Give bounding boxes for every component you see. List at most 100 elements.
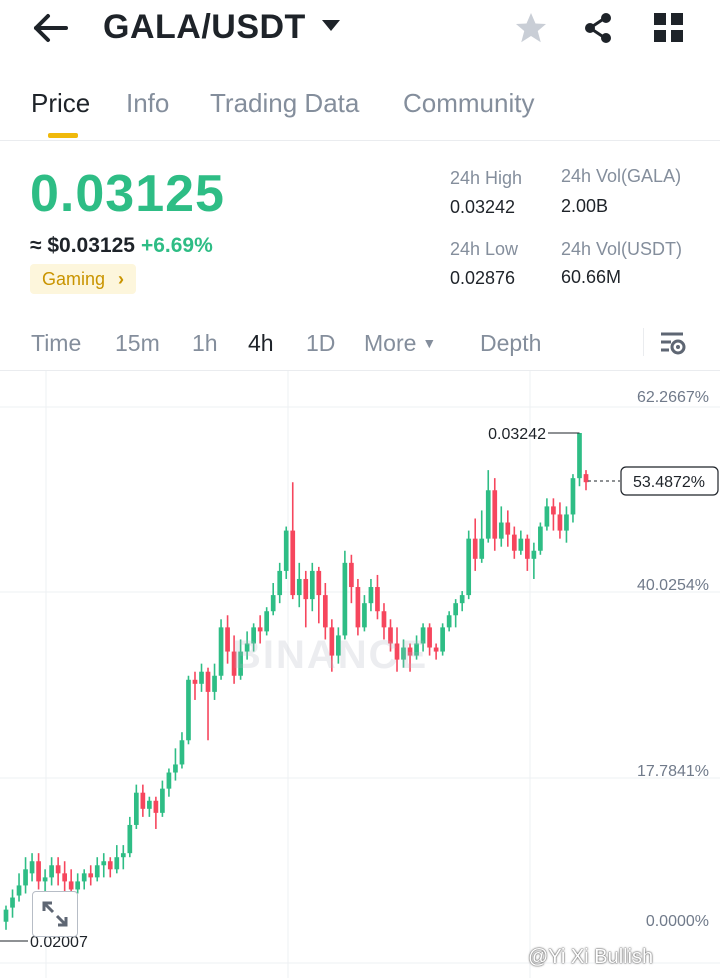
last-price: 0.03125 bbox=[30, 165, 225, 223]
candlestick-chart[interactable]: 62.2667% 40.0254% 17.7841% 0.0000% 0.03242 0.… bbox=[0, 370, 720, 978]
candle-body bbox=[199, 671, 204, 684]
candle-body bbox=[394, 643, 400, 660]
candle-body bbox=[570, 478, 576, 515]
candle-body bbox=[264, 611, 270, 632]
candle-body bbox=[329, 627, 335, 656]
low-marker-label: 0.02007 bbox=[30, 934, 88, 951]
interval-time[interactable]: Time bbox=[31, 330, 82, 356]
candle-body bbox=[147, 800, 152, 809]
candle-body bbox=[427, 627, 432, 648]
watermark: BINANCE bbox=[232, 633, 429, 677]
candle-body bbox=[238, 651, 243, 676]
interval-1d[interactable]: 1D bbox=[306, 330, 336, 356]
tab-info[interactable]: Info bbox=[126, 88, 170, 118]
change-percent: +6.69% bbox=[140, 234, 213, 257]
top-bar: GALA/USDT bbox=[0, 0, 720, 60]
stat-high-value: 0.03242 bbox=[450, 197, 516, 217]
candle-body bbox=[407, 647, 413, 656]
candle-body bbox=[459, 595, 465, 604]
candle-body bbox=[518, 538, 524, 551]
more-caret-icon: ▼ bbox=[422, 335, 437, 351]
candle-body bbox=[309, 570, 315, 600]
candle-body bbox=[16, 885, 22, 896]
chart-canvas: 62.2667% 40.0254% 17.7841% 0.0000% 0.03242 0.… bbox=[0, 371, 720, 978]
candle-body bbox=[173, 764, 178, 773]
candle-body bbox=[525, 538, 530, 559]
candle-body bbox=[186, 679, 191, 741]
candle-body bbox=[231, 651, 237, 676]
favorite-star-icon[interactable] bbox=[512, 10, 550, 46]
candle-body bbox=[388, 627, 393, 644]
candle-body bbox=[303, 578, 309, 600]
candle-body bbox=[277, 570, 283, 596]
candle-body bbox=[446, 615, 452, 628]
y-axis-label: 62.2667% bbox=[637, 389, 709, 406]
candle-body bbox=[114, 857, 120, 870]
back-arrow-icon[interactable] bbox=[30, 10, 70, 46]
tab-price[interactable]: Price bbox=[31, 88, 91, 118]
stat-vol-gala-value: 2.00B bbox=[561, 196, 609, 216]
fullscreen-button[interactable] bbox=[32, 891, 78, 937]
interval-15m[interactable]: 15m bbox=[115, 330, 160, 356]
grid-menu-icon[interactable] bbox=[652, 11, 686, 45]
candle-body bbox=[179, 740, 185, 765]
candle-body bbox=[160, 788, 165, 813]
candle-body bbox=[577, 433, 582, 479]
candle-body bbox=[479, 538, 485, 559]
candle-body bbox=[225, 627, 230, 652]
interval-more[interactable]: More ▼ bbox=[364, 330, 436, 357]
y-axis-label: 0.0000% bbox=[646, 913, 709, 930]
candle-body bbox=[538, 526, 543, 551]
candle-body bbox=[257, 627, 263, 632]
candle-body bbox=[401, 647, 406, 660]
chart-interval-tabs: Time 15m 1h 4h 1D More ▼ Depth bbox=[0, 322, 720, 366]
category-tag-label: Gaming bbox=[42, 269, 106, 289]
pair-title[interactable]: GALA/USDT bbox=[103, 8, 306, 46]
current-price-label: 53.4872% bbox=[633, 474, 705, 491]
candle-body bbox=[212, 675, 217, 692]
candle-body bbox=[153, 800, 159, 813]
candle-body bbox=[355, 587, 361, 628]
active-tab-indicator bbox=[48, 133, 78, 138]
chart-settings-icon[interactable] bbox=[659, 326, 687, 360]
candle-body bbox=[544, 506, 550, 527]
high-marker-label: 0.03242 bbox=[488, 426, 546, 443]
expand-arrows-icon bbox=[42, 901, 68, 927]
candle-body bbox=[283, 530, 289, 571]
candle-body bbox=[68, 881, 74, 890]
candle-body bbox=[453, 603, 459, 616]
candle-body bbox=[557, 514, 563, 531]
candle-body bbox=[49, 865, 54, 878]
tab-depth[interactable]: Depth bbox=[480, 330, 542, 356]
main-tabs: Price Info Trading Data Community bbox=[0, 82, 720, 141]
candle-body bbox=[420, 627, 426, 644]
candle-body bbox=[36, 861, 41, 882]
y-axis-label: 40.0254% bbox=[637, 577, 709, 594]
candle-body bbox=[133, 792, 139, 825]
tab-community[interactable]: Community bbox=[403, 88, 535, 118]
share-icon[interactable] bbox=[580, 10, 616, 46]
y-axis-label: 17.7841% bbox=[637, 763, 709, 780]
candle-body bbox=[551, 506, 556, 515]
candle-body bbox=[342, 562, 348, 636]
interval-1h[interactable]: 1h bbox=[192, 330, 218, 356]
stat-high-label: 24h High bbox=[450, 168, 523, 188]
category-tag[interactable]: Gaming › bbox=[30, 264, 137, 294]
candle-body bbox=[55, 865, 61, 874]
tab-trading-data[interactable]: Trading Data bbox=[210, 88, 360, 118]
candle-body bbox=[505, 522, 511, 535]
candle-body bbox=[101, 861, 107, 866]
chevron-right-icon: › bbox=[118, 269, 125, 289]
candle-body bbox=[42, 877, 48, 882]
candle-body bbox=[472, 538, 478, 559]
candle-body bbox=[107, 861, 113, 870]
candle-body bbox=[10, 897, 15, 908]
candle-body bbox=[362, 603, 367, 628]
candle-body bbox=[498, 522, 504, 539]
candle-body bbox=[322, 595, 328, 628]
candle-body bbox=[62, 873, 67, 882]
candle-body bbox=[205, 671, 211, 692]
interval-4h[interactable]: 4h bbox=[248, 330, 274, 356]
image-credit-watermark: @Yi Xi Bullish bbox=[528, 946, 654, 968]
pair-dropdown-caret-icon[interactable] bbox=[321, 18, 341, 32]
